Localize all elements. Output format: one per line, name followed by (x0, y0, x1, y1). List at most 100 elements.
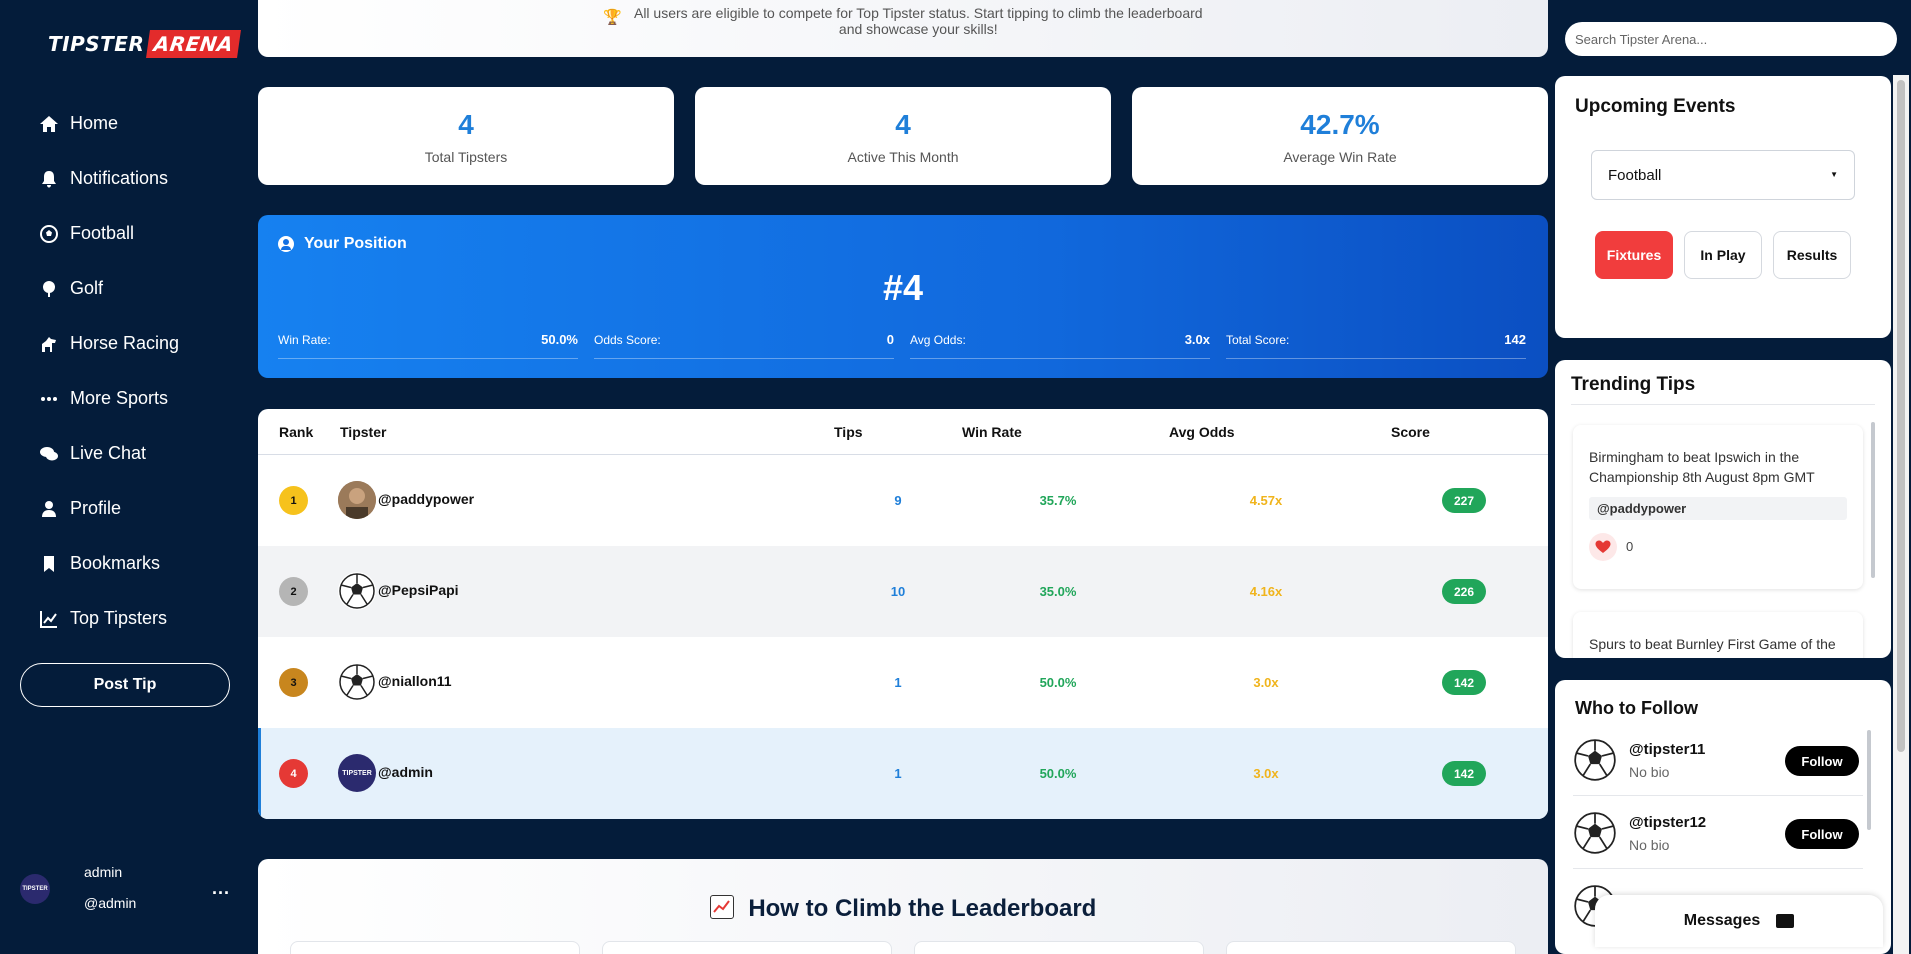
results-button[interactable]: Results (1773, 231, 1851, 279)
sidebar-item-live-chat[interactable]: Live Chat (38, 426, 238, 481)
header-tipster[interactable]: Tipster (340, 424, 387, 440)
scrollbar[interactable] (1867, 730, 1871, 830)
more-options-icon[interactable]: ... (212, 878, 231, 898)
sidebar-item-label: Notifications (70, 168, 169, 188)
sidebar-item-more-sports[interactable]: More Sports (38, 371, 238, 426)
avg-odds: 4.16x (1249, 584, 1283, 599)
sidebar-item-bookmarks[interactable]: Bookmarks (38, 536, 238, 591)
sidebar-item-notifications[interactable]: Notifications (38, 151, 238, 206)
chevron-down-icon: ▼ (1830, 170, 1838, 179)
soccer-ball-icon (338, 572, 376, 610)
sidebar-item-top-tipsters[interactable]: Top Tipsters (38, 591, 238, 646)
tipster-name[interactable]: @admin (378, 764, 433, 780)
search-input[interactable] (1565, 22, 1897, 56)
avatar (338, 481, 376, 519)
header-win-rate[interactable]: Win Rate (962, 424, 1022, 440)
rank-badge: 2 (279, 577, 308, 606)
main-content: 🏆 All users are eligible to compete for … (258, 0, 1548, 954)
sidebar: TIPSTER ARENA Home Notifications Footbal… (0, 0, 250, 954)
brand-logo[interactable]: TIPSTER ARENA (48, 30, 242, 58)
rank-badge: 1 (279, 486, 308, 515)
tip-text: Birmingham to beat Ipswich in the Champi… (1589, 449, 1815, 485)
panel-title: Trending Tips (1571, 374, 1696, 395)
position-odds-score: Odds Score: 0 (594, 332, 894, 359)
follow-user-name[interactable]: @tipster12 (1629, 814, 1707, 831)
climb-card (1226, 941, 1516, 954)
avatar: TIPSTER (338, 754, 376, 792)
follow-user-name[interactable]: @tipster11 (1629, 741, 1706, 758)
soccer-ball-icon (1573, 738, 1617, 782)
tipster-name[interactable]: @paddypower (378, 491, 475, 507)
sidebar-item-label: Golf (70, 278, 104, 298)
sport-select[interactable]: Football ▼ (1591, 150, 1855, 200)
messages-drawer[interactable]: Messages (1595, 895, 1883, 947)
heart-icon (1595, 540, 1611, 553)
home-icon (38, 113, 60, 135)
sidebar-item-horse-racing[interactable]: Horse Racing (38, 316, 238, 371)
header-rank[interactable]: Rank (279, 424, 314, 440)
sidebar-item-label: Home (70, 113, 119, 133)
scrollbar[interactable] (1871, 422, 1875, 578)
position-total-score: Total Score: 142 (1226, 332, 1526, 359)
avg-odds: 3.0x (1253, 675, 1279, 690)
fixtures-button[interactable]: Fixtures (1595, 231, 1673, 279)
user-icon (38, 498, 60, 520)
rank-badge: 4 (279, 759, 308, 788)
your-position-card: Your Position #4 Win Rate: 50.0% Odds Sc… (258, 215, 1548, 378)
golf-icon (38, 278, 60, 300)
position-title: Your Position (304, 235, 407, 252)
follow-user-bio: No bio (1629, 837, 1670, 853)
right-sidebar: Upcoming Events Football ▼ Fixtures In P… (1555, 0, 1911, 954)
panel-title: Who to Follow (1575, 698, 1698, 718)
sidebar-item-football[interactable]: Football (38, 206, 238, 261)
follow-button[interactable]: Follow (1785, 819, 1859, 849)
in-play-button[interactable]: In Play (1684, 231, 1762, 279)
table-row[interactable]: 1 @paddypower 9 35.7% 4.57x 227 (258, 455, 1548, 546)
page-scrollbar-thumb[interactable] (1897, 80, 1905, 752)
header-avg-odds[interactable]: Avg Odds (1169, 424, 1235, 440)
score-badge: 142 (1442, 670, 1486, 695)
like-button[interactable] (1589, 533, 1617, 561)
sidebar-item-label: Top Tipsters (70, 608, 168, 628)
follow-button[interactable]: Follow (1785, 746, 1859, 776)
table-header: Rank Tipster Tips Win Rate Avg Odds Scor… (258, 409, 1548, 455)
table-row[interactable]: 2 @PepsiPapi 10 35.0% 4.16x 226 (258, 546, 1548, 637)
trending-tip-card[interactable]: Birmingham to beat Ipswich in the Champi… (1573, 425, 1863, 589)
climb-title: How to Climb the Leaderboard (748, 895, 1097, 922)
header-score[interactable]: Score (1391, 424, 1430, 440)
bookmark-icon (38, 553, 60, 575)
sidebar-item-golf[interactable]: Golf (38, 261, 238, 316)
current-user[interactable]: TIPSTER admin @admin ... (20, 860, 240, 916)
avg-odds: 3.0x (1253, 766, 1279, 781)
sidebar-item-label: Bookmarks (70, 553, 161, 573)
win-rate: 50.0% (1039, 675, 1077, 690)
tipster-name[interactable]: @niallon11 (378, 673, 452, 689)
sidebar-item-label: Horse Racing (70, 333, 180, 353)
tips-count: 1 (894, 675, 902, 690)
header-tips[interactable]: Tips (834, 424, 863, 440)
panel-title: Upcoming Events (1575, 96, 1736, 117)
user-circle-icon (278, 236, 294, 252)
tips-count: 10 (890, 584, 906, 599)
score-badge: 142 (1442, 761, 1486, 786)
tip-author[interactable]: @paddypower (1589, 497, 1847, 520)
chart-increasing-icon (709, 895, 734, 919)
tipster-name[interactable]: @PepsiPapi (378, 582, 459, 598)
tip-text: Spurs to beat Burnley First Game of the (1589, 636, 1836, 652)
football-icon (38, 223, 60, 245)
user-name: admin (84, 864, 123, 880)
how-to-climb-section: How to Climb the Leaderboard (258, 859, 1548, 954)
post-tip-button[interactable]: Post Tip (20, 663, 230, 707)
sidebar-item-profile[interactable]: Profile (38, 481, 238, 536)
table-row-current-user[interactable]: 4 TIPSTER @admin 1 50.0% 3.0x 142 (258, 728, 1548, 819)
table-row[interactable]: 3 @niallon11 1 50.0% 3.0x 142 (258, 637, 1548, 728)
sidebar-item-home[interactable]: Home (38, 96, 238, 151)
win-rate: 35.0% (1039, 584, 1077, 599)
horse-icon (38, 333, 60, 355)
position-win-rate: Win Rate: 50.0% (278, 332, 578, 359)
climb-card (290, 941, 580, 954)
score-badge: 226 (1442, 579, 1486, 604)
win-rate: 50.0% (1039, 766, 1077, 781)
trending-tip-card[interactable]: Spurs to beat Burnley First Game of the (1573, 612, 1863, 658)
soccer-ball-icon (1573, 811, 1617, 855)
